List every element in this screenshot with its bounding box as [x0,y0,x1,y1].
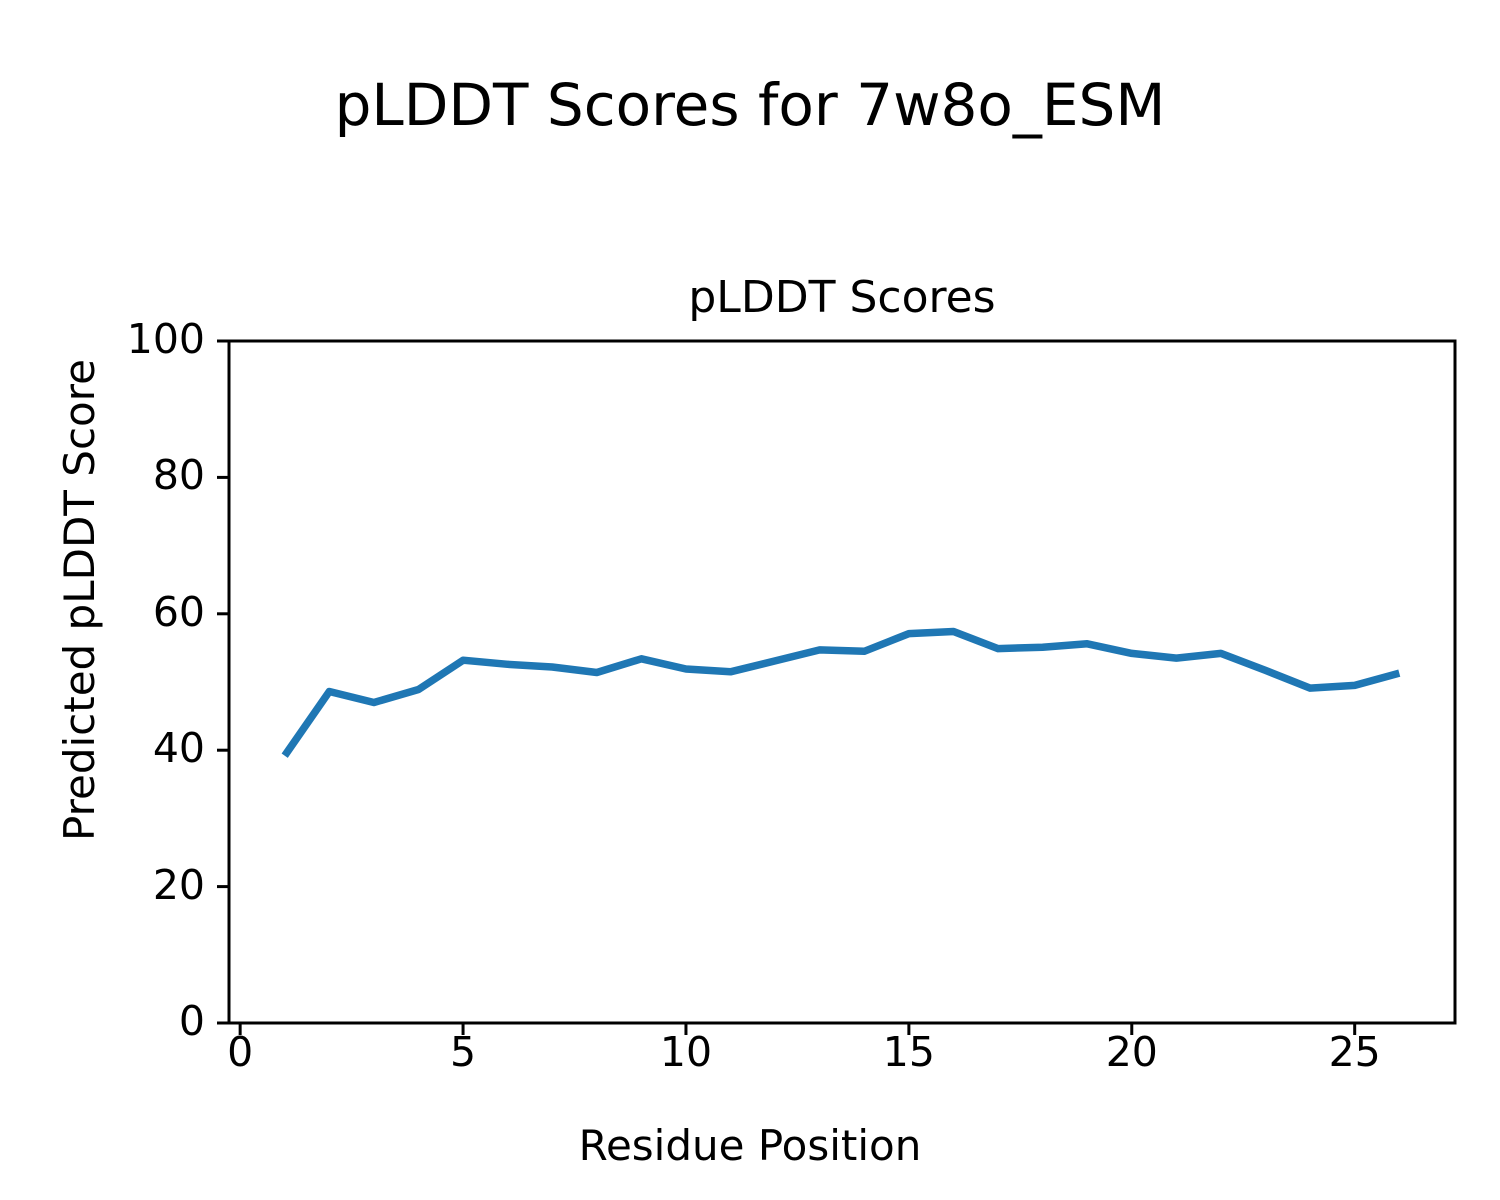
x-tick-label: 15 [882,1028,935,1076]
y-tick-label: 60 [152,587,205,636]
y-tick-label: 0 [178,996,205,1045]
axes-spines [227,339,1457,1025]
x-tick-label: 0 [227,1028,254,1076]
x-tick-label: 5 [450,1028,477,1076]
x-tick-label: 25 [1328,1028,1381,1076]
figure-title: pLDDT Scores for 7w8o_ESM [334,71,1166,139]
y-tick-label: 40 [152,724,205,773]
y-tick-label: 80 [152,451,205,500]
y-tick-label: 100 [126,314,205,363]
y-tick-label: 20 [152,860,205,909]
x-axis-label: Residue Position [578,1121,922,1170]
x-tick-label: 20 [1105,1028,1158,1076]
plddt-line [281,627,1401,758]
x-tick-label: 10 [659,1028,713,1076]
axes-title: pLDDT Scores [688,272,996,323]
